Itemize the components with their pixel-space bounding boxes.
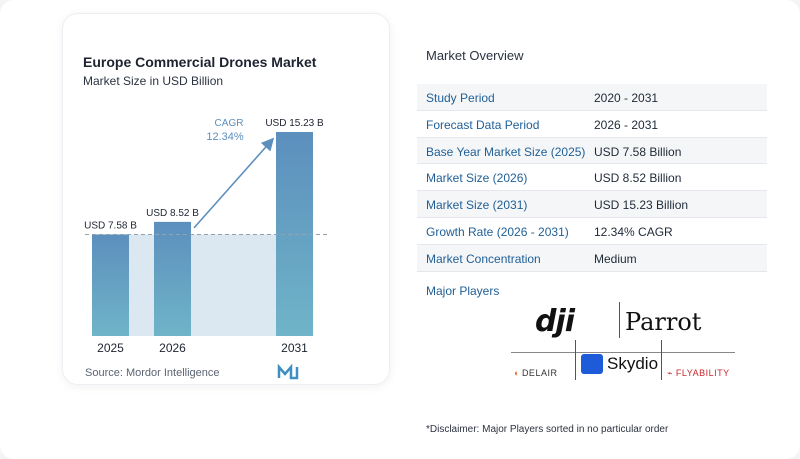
- overview-row-forecast-period: Forecast Data Period 2026 - 2031: [417, 111, 767, 138]
- growth-arrow: [193, 137, 275, 229]
- logo-divider: [511, 352, 735, 353]
- overview-value: 12.34% CAGR: [594, 224, 673, 239]
- overview-value: 2026 - 2031: [594, 117, 659, 132]
- chart-subtitle: Market Size in USD Billion: [83, 74, 224, 88]
- overview-value: USD 15.23 Billion: [594, 198, 689, 213]
- overview-value: Medium: [594, 251, 637, 266]
- major-players-label: Major Players: [426, 284, 500, 298]
- dji-logo: dji: [535, 304, 575, 339]
- delair-logo-text: DELAIR: [521, 368, 558, 378]
- overview-value: USD 8.52 Billion: [594, 171, 682, 186]
- tick-label-2031: 2031: [281, 341, 308, 355]
- cagr-value: 12.34%: [206, 131, 244, 143]
- flyability-logo: ⌁ FLYABILITY: [667, 368, 730, 379]
- bar-2026: [154, 221, 191, 336]
- base-level-shade: [191, 234, 276, 336]
- overview-label: Forecast Data Period: [426, 117, 540, 132]
- overview-value: 2020 - 2031: [594, 91, 659, 105]
- source-note: Source: Mordor Intelligence: [85, 367, 220, 379]
- player-logos: dji Parrot Skydio ◖ DELAIR ⌁ FLYABILITY: [505, 300, 740, 395]
- logo-divider: [575, 340, 576, 380]
- logo-divider: [661, 340, 662, 380]
- overview-label: Market Size (2031): [426, 198, 528, 213]
- overview-row-growth-rate: Growth Rate (2026 - 2031) 12.34% CAGR: [417, 218, 767, 245]
- chart-title: Europe Commercial Drones Market: [83, 54, 317, 70]
- data-label-2031: USD 15.23 B: [265, 118, 324, 129]
- overview-row-base-year: Base Year Market Size (2025) USD 7.58 Bi…: [417, 137, 767, 165]
- tick-label-2025: 2025: [97, 341, 124, 355]
- overview-row-study-period: Study Period 2020 - 2031: [417, 84, 767, 111]
- cagr-label: CAGR: [215, 118, 244, 129]
- data-label-2026: USD 8.52 B: [146, 208, 199, 219]
- skydio-logo: Skydio: [607, 354, 659, 373]
- delair-logo: ◖ DELAIR: [513, 368, 557, 378]
- overview-row-size-2026: Market Size (2026) USD 8.52 Billion: [417, 164, 767, 192]
- overview-label: Market Size (2026): [426, 171, 528, 186]
- overview-title: Market Overview: [426, 48, 524, 63]
- flyability-logo-text: FLYABILITY: [675, 368, 730, 378]
- base-level-shade: [129, 234, 154, 336]
- mordor-logo-icon: [277, 363, 299, 380]
- chart-card: Europe Commercial Drones Market Market S…: [62, 13, 390, 385]
- flyability-mark-icon: ⌁: [667, 368, 676, 378]
- overview-table: Study Period 2020 - 2031 Forecast Data P…: [417, 84, 767, 272]
- bar-chart: USD 7.58 B 2025 USD 8.52 B 2026 USD 15.23 B 2…: [84, 118, 328, 380]
- skydio-mark-icon: [581, 354, 603, 374]
- overview-label: Base Year Market Size (2025): [426, 144, 586, 159]
- disclaimer: *Disclaimer: Major Players sorted in no …: [426, 424, 669, 435]
- bar-2025: [92, 234, 129, 336]
- overview-value: USD 7.58 Billion: [594, 144, 682, 159]
- overview-row-size-2031: Market Size (2031) USD 15.23 Billion: [417, 191, 767, 218]
- overview-label: Market Concentration: [426, 251, 541, 266]
- overview-label: Study Period: [426, 91, 495, 105]
- tick-label-2026: 2026: [159, 341, 186, 355]
- data-label-2025: USD 7.58 B: [84, 220, 137, 231]
- parrot-logo: Parrot: [625, 308, 702, 336]
- overview-label: Growth Rate (2026 - 2031): [426, 224, 569, 239]
- overview-row-concentration: Market Concentration Medium: [417, 244, 767, 272]
- logo-divider: [619, 302, 620, 338]
- delair-mark-icon: ◖: [513, 368, 522, 378]
